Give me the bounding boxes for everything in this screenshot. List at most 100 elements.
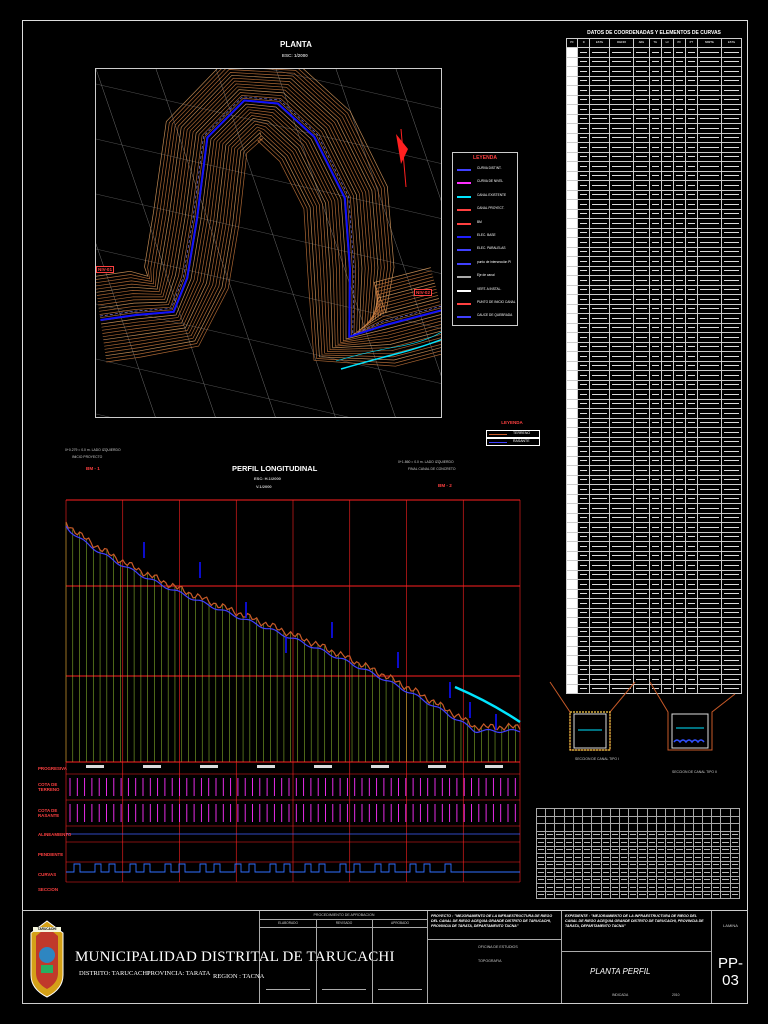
table-row: [565, 503, 742, 514]
contour-line: [96, 69, 433, 316]
coord-cell: [648, 550, 662, 561]
hydraulic-cell: [665, 890, 676, 899]
station-label-mark: [371, 765, 389, 768]
cell-text-mark: [687, 165, 695, 167]
coord-cell: [648, 636, 662, 647]
cell-text-mark: [651, 241, 659, 243]
cell-text-mark: [722, 841, 729, 843]
cell-text-mark: [675, 593, 683, 595]
coord-cell: [608, 436, 635, 447]
grid-line: [96, 413, 110, 417]
coord-cell: [696, 218, 723, 229]
coord-cell: [633, 47, 650, 58]
cell-text-mark: [675, 327, 683, 329]
cell-text-mark: [636, 327, 647, 329]
cell-text-mark: [699, 270, 720, 272]
cell-text-mark: [636, 631, 647, 633]
table-row: [565, 379, 742, 390]
section-2-terrain: [649, 681, 736, 751]
cell-text-mark: [724, 327, 739, 329]
coord-cell: [565, 436, 579, 447]
coord-cell: [684, 47, 698, 58]
cell-text-mark: [639, 894, 646, 896]
coord-cell: [565, 85, 579, 96]
cell-text-mark: [731, 849, 738, 851]
cell-text-mark: [687, 108, 695, 110]
coord-cell: [660, 170, 674, 181]
cell-text-mark: [713, 834, 720, 836]
coord-cell: [672, 265, 686, 276]
coord-cell: [660, 474, 674, 485]
cell-text-mark: [724, 99, 739, 101]
cell-text-mark: [612, 422, 632, 424]
table-row: [565, 417, 742, 428]
hydraulic-cell: [545, 860, 556, 869]
coordinates-table-title: DATOS DE COORDENADAS Y ELEMENTOS DE CURV…: [587, 30, 721, 36]
coord-cell: [721, 246, 742, 257]
coord-cell: [608, 351, 635, 362]
hydraulic-cell: [628, 808, 639, 817]
coord-cell: [565, 161, 579, 172]
cell-text-mark: [676, 879, 683, 881]
coord-cell: [721, 493, 742, 504]
hydraulic-cell: [600, 853, 611, 862]
cell-text-mark: [592, 355, 607, 357]
cell-text-mark: [687, 640, 695, 642]
coord-cell: [608, 379, 635, 390]
hydraulic-cell: [600, 808, 611, 817]
cell-text-mark: [667, 834, 674, 836]
cell-text-mark: [722, 834, 729, 836]
coord-cell: [696, 85, 723, 96]
coord-cell: [565, 398, 579, 409]
cell-text-mark: [565, 849, 572, 851]
coord-cell: [696, 265, 723, 276]
hydraulic-cell: [554, 883, 565, 892]
cell-text-mark: [651, 232, 659, 234]
hydraulic-cell: [646, 815, 657, 824]
cell-text-mark: [612, 545, 632, 547]
coord-cell: [633, 180, 650, 191]
hydraulic-cell: [692, 883, 703, 892]
cell-text-mark: [592, 137, 607, 139]
cell-text-mark: [547, 849, 554, 851]
coord-cell: [696, 560, 723, 571]
coord-cell: [660, 379, 674, 390]
canal-sections: SECCION DE CANAL TIPO I SECCION DE CANAL…: [540, 672, 740, 790]
cell-text-mark: [663, 61, 671, 63]
coord-cell: [589, 531, 610, 542]
hydraulic-cell: [545, 815, 556, 824]
coord-cell: [721, 569, 742, 580]
table-row: [565, 265, 742, 276]
cell-text-mark: [724, 298, 739, 300]
coord-cell: [648, 617, 662, 628]
hydraulic-cell: [554, 838, 565, 847]
cell-text-mark: [651, 431, 659, 433]
hydraulic-cell: [637, 890, 648, 899]
cell-text-mark: [630, 879, 637, 881]
hydraulic-cell: [572, 868, 584, 877]
cell-text-mark: [687, 308, 695, 310]
revisado-label: REVISADO: [316, 919, 373, 928]
cell-text-mark: [651, 555, 659, 557]
cell-text-mark: [663, 422, 671, 424]
cell-text-mark: [636, 460, 647, 462]
table-row: [565, 199, 742, 210]
coord-cell: [577, 465, 591, 476]
hydraulic-cell: [701, 838, 713, 847]
coord-cell: [684, 645, 698, 656]
coord-header-cell: RADIO: [608, 38, 635, 48]
coord-cell: [672, 85, 686, 96]
cell-text-mark: [612, 260, 632, 262]
cell-text-mark: [699, 374, 720, 376]
coord-cell: [608, 313, 635, 324]
cell-text-mark: [612, 678, 632, 680]
coord-cell: [633, 607, 650, 618]
cell-text-mark: [675, 118, 683, 120]
cell-text-mark: [675, 555, 683, 557]
coord-cell: [589, 180, 610, 191]
coord-cell: [672, 588, 686, 599]
cell-text-mark: [657, 841, 665, 843]
coord-cell: [721, 607, 742, 618]
hydraulic-cell: [674, 868, 685, 877]
coord-cell: [633, 655, 650, 666]
